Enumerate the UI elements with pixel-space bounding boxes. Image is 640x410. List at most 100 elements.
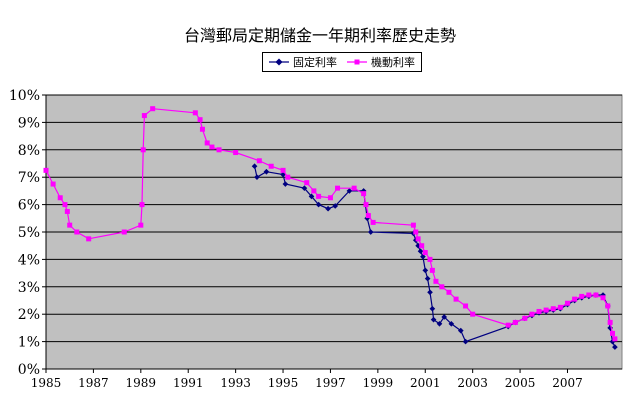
data-point-fixed bbox=[422, 267, 429, 274]
y-axis-labels: 0% 1% 2% 3% 4% 5% 6% 7% 8% 9% 10% bbox=[9, 88, 40, 378]
data-point-floating bbox=[429, 267, 435, 273]
data-point-floating bbox=[74, 229, 80, 235]
data-point-floating bbox=[304, 180, 310, 186]
data-point-fixed bbox=[367, 229, 374, 235]
data-point-floating bbox=[413, 229, 419, 235]
data-point-floating bbox=[43, 167, 49, 173]
y-tick-label: 10% bbox=[9, 88, 40, 104]
data-point-floating bbox=[579, 293, 585, 299]
data-point-fixed bbox=[436, 320, 443, 327]
data-point-floating bbox=[607, 319, 613, 325]
legend-label-fixed: 固定利率 bbox=[293, 56, 337, 69]
data-point-floating bbox=[311, 188, 317, 194]
data-point-floating bbox=[422, 250, 428, 256]
data-point-floating bbox=[586, 292, 592, 298]
data-point-floating bbox=[335, 185, 341, 191]
y-tick-label: 6% bbox=[18, 198, 40, 214]
data-point-floating bbox=[543, 307, 549, 313]
x-tick-label: 1993 bbox=[220, 376, 251, 390]
data-point-floating bbox=[268, 163, 274, 169]
data-point-floating bbox=[415, 236, 421, 242]
data-point-fixed bbox=[441, 314, 448, 320]
series-group bbox=[43, 106, 618, 350]
chart-title: 台灣郵局定期儲金一年期利率歷史走勢 bbox=[183, 26, 456, 45]
data-point-floating bbox=[370, 219, 376, 225]
data-point-floating bbox=[572, 296, 578, 302]
x-tick-label: 2003 bbox=[457, 376, 488, 390]
data-point-floating bbox=[216, 147, 222, 153]
y-tick-label: 4% bbox=[18, 252, 40, 268]
data-point-fixed bbox=[301, 185, 308, 191]
data-point-fixed bbox=[308, 193, 315, 200]
data-point-floating bbox=[453, 296, 459, 302]
data-point-floating bbox=[361, 191, 367, 197]
data-point-floating bbox=[67, 222, 73, 228]
data-point-floating bbox=[316, 193, 322, 199]
data-point-floating bbox=[410, 222, 416, 228]
data-point-fixed bbox=[430, 316, 437, 323]
data-point-floating bbox=[199, 126, 205, 132]
data-point-floating bbox=[536, 308, 542, 314]
data-point-fixed bbox=[424, 275, 431, 282]
data-point-fixed bbox=[448, 320, 455, 327]
x-axis-labels: 1985 1987 1989 1991 1993 1995 1997 1999 2001 2003… bbox=[31, 376, 583, 390]
x-tick-label: 1997 bbox=[315, 376, 346, 390]
data-point-floating bbox=[140, 147, 146, 153]
data-point-floating bbox=[600, 295, 606, 301]
data-point-floating bbox=[50, 181, 56, 187]
x-tick-label: 1985 bbox=[31, 376, 62, 390]
data-point-floating bbox=[351, 185, 357, 191]
x-tick-label: 2001 bbox=[410, 376, 441, 390]
data-point-floating bbox=[285, 174, 291, 180]
data-point-floating bbox=[427, 256, 433, 262]
data-point-floating bbox=[505, 322, 511, 328]
data-point-fixed bbox=[346, 188, 353, 194]
y-tick-label: 8% bbox=[18, 143, 40, 159]
data-point-floating bbox=[209, 144, 215, 150]
x-tick-label: 1991 bbox=[173, 376, 204, 390]
x-tick-label: 1999 bbox=[363, 376, 394, 390]
data-point-floating bbox=[605, 303, 611, 309]
data-point-fixed bbox=[263, 168, 270, 175]
legend-label-floating: 機動利率 bbox=[371, 56, 415, 69]
data-point-floating bbox=[141, 113, 147, 119]
axes bbox=[45, 95, 622, 373]
data-point-fixed bbox=[417, 248, 424, 255]
data-point-fixed bbox=[612, 344, 618, 350]
legend-item-fixed: 固定利率 bbox=[269, 54, 337, 70]
data-point-floating bbox=[363, 202, 369, 208]
data-point-floating bbox=[439, 284, 445, 290]
data-point-floating bbox=[62, 202, 68, 208]
data-point-floating bbox=[463, 303, 469, 309]
data-point-floating bbox=[150, 106, 156, 112]
y-tick-label: 3% bbox=[18, 280, 40, 296]
data-point-floating bbox=[522, 315, 528, 321]
data-point-floating bbox=[529, 311, 535, 317]
y-tick-label: 0% bbox=[18, 362, 40, 378]
legend-item-floating: 機動利率 bbox=[347, 54, 415, 70]
data-point-fixed bbox=[427, 289, 433, 296]
data-point-floating bbox=[550, 306, 556, 312]
x-tick-label: 1989 bbox=[126, 376, 157, 390]
data-point-floating bbox=[365, 213, 371, 219]
data-point-fixed bbox=[462, 338, 469, 345]
data-point-floating bbox=[192, 110, 198, 116]
y-tick-label: 5% bbox=[18, 225, 40, 241]
x-tick-label: 2005 bbox=[505, 376, 536, 390]
series-floating bbox=[43, 106, 618, 342]
data-point-fixed bbox=[332, 203, 339, 209]
data-point-floating bbox=[327, 195, 333, 201]
x-tick-label: 2007 bbox=[552, 376, 583, 390]
legend-marker-floating bbox=[354, 59, 360, 65]
legend-swatch-floating bbox=[347, 59, 367, 65]
chart-legend: 固定利率 機動利率 bbox=[262, 52, 422, 72]
data-point-floating bbox=[433, 278, 439, 284]
x-tick-label: 1995 bbox=[268, 376, 299, 390]
data-point-floating bbox=[446, 289, 452, 295]
data-point-fixed bbox=[325, 205, 331, 212]
data-point-floating bbox=[57, 195, 63, 201]
data-point-fixed bbox=[315, 201, 322, 208]
data-point-floating bbox=[612, 336, 618, 342]
data-point-floating bbox=[564, 300, 570, 306]
